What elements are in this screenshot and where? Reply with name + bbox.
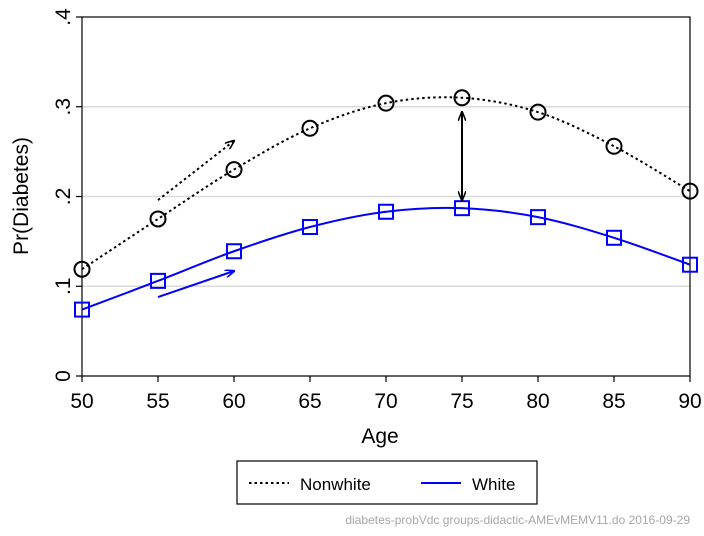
x-tick-label: 85 [602,390,625,413]
y-axis-label: Pr(Diabetes) [10,137,33,255]
legend: Nonwhite White [236,460,538,505]
data-point-nonwhite [149,210,167,228]
series-group [73,89,699,318]
y-tick-label: .2 [52,188,75,206]
grid-lines [82,106,690,287]
y-tick-label: 0 [52,370,75,382]
data-point-nonwhite [301,119,319,137]
x-axis-label: Age [361,425,398,448]
legend-label-white: White [472,475,515,494]
data-point-nonwhite [605,137,623,155]
annotations [157,112,462,298]
data-point-nonwhite [453,89,471,107]
slope-arrow-nonwhite [157,141,234,201]
series-line-nonwhite [81,96,691,271]
y-tick-label: .1 [52,277,75,295]
series-line-white [81,206,691,311]
x-tick-label: 75 [450,390,473,413]
x-tick-label: 70 [374,390,397,413]
x-tick-label: 65 [298,390,321,413]
data-point-white [302,219,318,236]
y-tick-label: .4 [52,8,75,26]
data-point-nonwhite [681,182,699,200]
x-axis: 50 55 60 65 70 75 80 85 90 [70,376,702,413]
footer-note: diabetes-probVdc groups-didactic-AMEvMEM… [345,513,690,527]
data-point-white [150,272,166,289]
data-point-white [378,203,394,220]
slope-arrow-white [157,271,234,298]
data-point-nonwhite [73,260,91,278]
data-point-nonwhite [529,103,547,121]
x-tick-label: 80 [526,390,549,413]
x-tick-label: 90 [678,390,701,413]
x-tick-label: 50 [70,390,93,413]
x-tick-label: 55 [146,390,169,413]
data-point-nonwhite [377,94,395,112]
data-point-white [606,229,622,246]
data-point-nonwhite [225,161,243,179]
data-point-white [682,256,698,273]
legend-label-nonwhite: Nonwhite [300,475,371,494]
y-axis: 0 .1 .2 .3 .4 [52,8,82,382]
legend-box [236,460,538,505]
data-point-white [454,200,470,217]
data-point-white [226,243,242,260]
x-tick-label: 60 [222,390,245,413]
y-tick-label: .3 [52,98,75,116]
data-point-white [530,209,546,226]
data-point-white [74,301,90,318]
